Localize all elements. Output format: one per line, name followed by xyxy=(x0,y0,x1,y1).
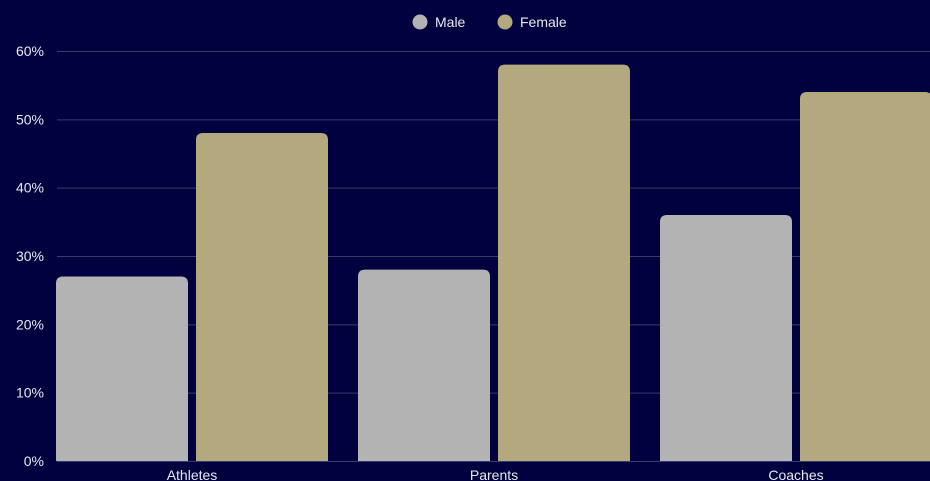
y-tick-label: 0% xyxy=(24,453,44,469)
legend-swatch-female xyxy=(497,14,513,30)
y-tick-label: 20% xyxy=(16,316,44,332)
bar-female-coaches xyxy=(800,92,930,461)
legend-label-female: Female xyxy=(520,14,567,30)
legend: Male Female xyxy=(412,14,567,30)
x-tick-label: Parents xyxy=(470,467,518,481)
x-tick-label: Athletes xyxy=(167,467,218,481)
legend-swatch-male xyxy=(412,14,428,30)
legend-label-male: Male xyxy=(435,14,466,30)
bar-male-athletes xyxy=(56,276,188,461)
y-tick-label: 10% xyxy=(16,385,44,401)
bar-female-athletes xyxy=(196,133,328,461)
y-axis: 0% 10% 20% 30% 40% 50% 60% xyxy=(16,43,44,469)
bars xyxy=(56,64,930,462)
y-tick-label: 60% xyxy=(16,43,44,59)
bar-male-parents xyxy=(358,269,490,461)
bar-male-coaches xyxy=(660,215,792,461)
y-tick-label: 40% xyxy=(16,180,44,196)
y-tick-label: 50% xyxy=(16,111,44,127)
y-tick-label: 30% xyxy=(16,248,44,264)
bar-female-parents xyxy=(498,64,630,462)
x-tick-label: Coaches xyxy=(768,467,823,481)
x-axis: Athletes Parents Coaches xyxy=(167,467,824,481)
